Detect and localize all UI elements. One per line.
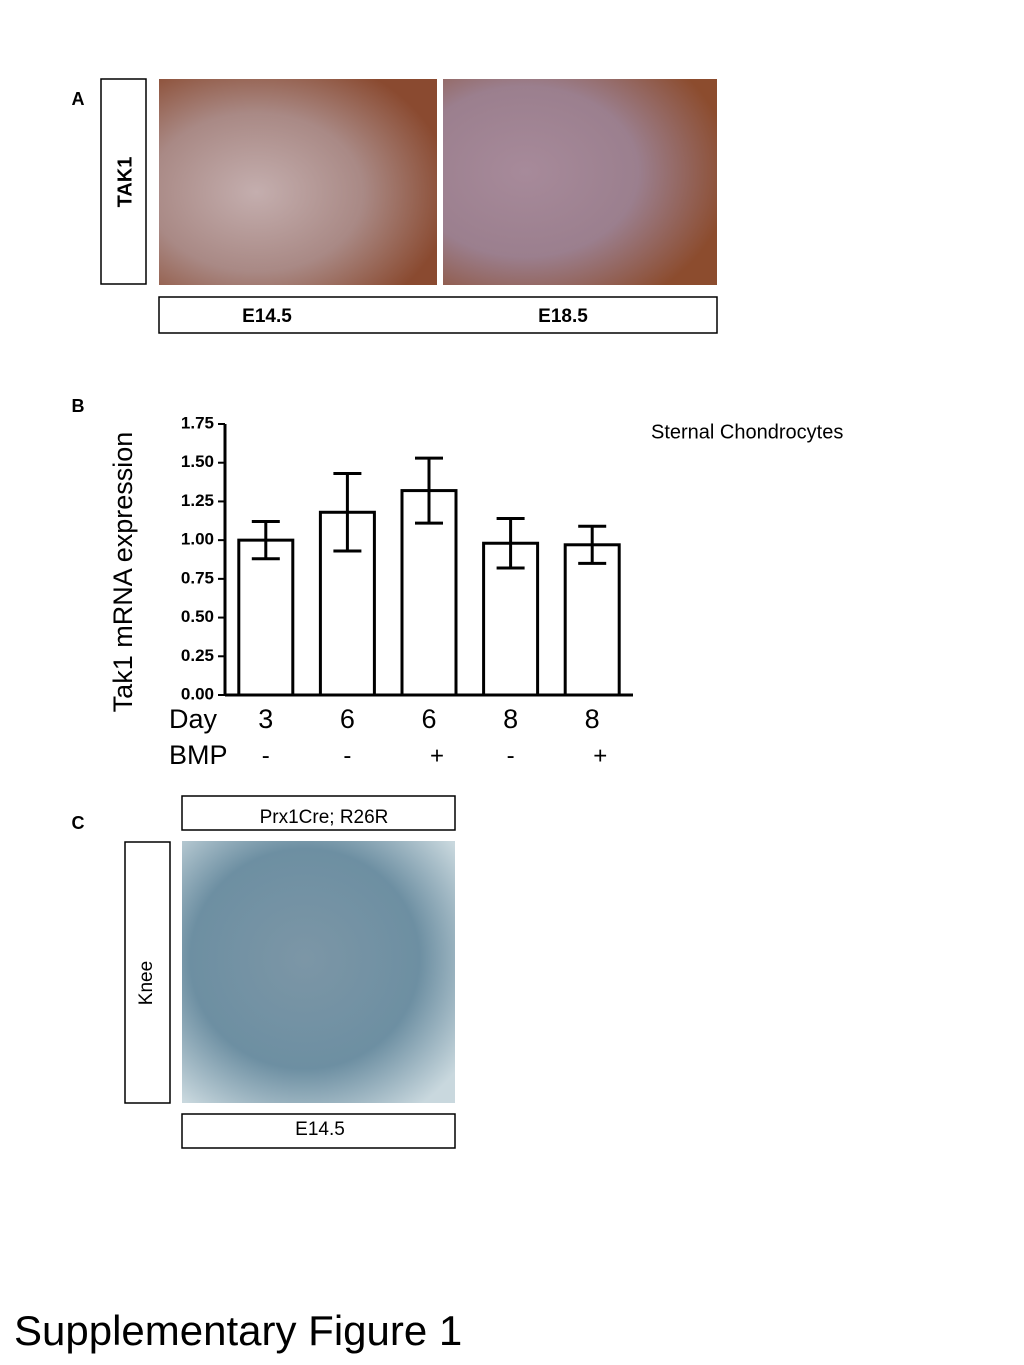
- bar: [318, 510, 376, 697]
- x-tick-label: 3: [258, 704, 273, 734]
- bmp-label: +: [593, 742, 607, 769]
- error-bar: [578, 524, 607, 565]
- bmp-label: -: [262, 742, 270, 769]
- annotation: Sternal Chondrocytes: [651, 421, 843, 443]
- row-label: Knee: [136, 961, 157, 1005]
- caption: Supplementary Figure 1: [14, 1307, 462, 1354]
- micrograph: [182, 841, 455, 1103]
- x-tick-label: 8: [503, 704, 518, 734]
- y-tick-label: 0.75: [181, 568, 214, 587]
- bar: [237, 538, 295, 697]
- bmp-label: -: [343, 742, 351, 769]
- panel-label: B: [72, 396, 85, 416]
- stage-label-box: [181, 1113, 456, 1149]
- stage-label: E14.5: [295, 1119, 345, 1140]
- y-tick-label: 1.75: [181, 413, 214, 432]
- column-label-box: [181, 795, 456, 831]
- y-axis-label: Tak1 mRNA expression: [108, 432, 138, 713]
- x-tick-label: 6: [421, 704, 436, 734]
- bmp-label: -: [507, 742, 515, 769]
- panel-label: A: [72, 89, 85, 109]
- column-label: Prx1Cre; R26R: [260, 807, 389, 828]
- x-tick-label: 8: [585, 704, 600, 734]
- y-tick-label: 1.00: [181, 530, 214, 549]
- column-label: E18.5: [538, 306, 588, 327]
- row-label: BMP: [169, 740, 228, 770]
- error-bar: [333, 472, 362, 553]
- y-tick-label: 0.00: [181, 684, 214, 703]
- column-label: E14.5: [242, 306, 292, 327]
- row-label-box: [100, 78, 147, 285]
- row-label: Day: [169, 704, 218, 734]
- y-tick-label: 1.25: [181, 491, 214, 510]
- y-tick-label: 1.50: [181, 452, 214, 471]
- micrograph: [159, 79, 437, 285]
- row-label-box: [124, 841, 171, 1104]
- error-bar: [251, 520, 280, 561]
- micrograph: [443, 79, 717, 285]
- error-bar: [415, 456, 443, 525]
- error-bar: [496, 516, 525, 570]
- row-label: TAK1: [114, 157, 136, 208]
- bmp-label: +: [430, 742, 444, 769]
- y-tick-label: 0.25: [181, 646, 214, 665]
- panel-label: C: [72, 813, 85, 833]
- x-tick-label: 6: [340, 704, 355, 734]
- y-tick-label: 0.50: [181, 607, 214, 626]
- column-label-box: [158, 296, 718, 334]
- bar: [563, 543, 621, 697]
